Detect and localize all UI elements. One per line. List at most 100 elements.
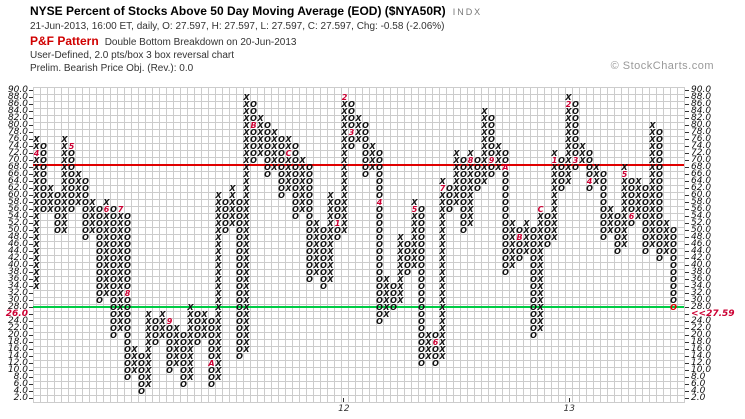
o-box: O: [502, 239, 509, 249]
o-box: O: [656, 190, 663, 200]
x-box: X: [397, 274, 404, 284]
o-box: O: [418, 225, 425, 235]
o-box: O: [600, 232, 607, 242]
x-box: X: [257, 134, 264, 144]
x-box: X: [481, 162, 488, 172]
x-box: X: [243, 302, 250, 312]
y-tick-right: [685, 97, 689, 98]
o-box: O: [124, 225, 131, 235]
o-box: O: [670, 260, 677, 270]
y-axis-label-left: 72.0: [7, 148, 28, 158]
x-box: X: [439, 260, 446, 270]
o-box: O: [124, 351, 131, 361]
x-box: X: [341, 218, 348, 228]
x-box: X: [537, 302, 544, 312]
o-box: O: [418, 323, 425, 333]
x-box: X: [285, 162, 292, 172]
o-box: O: [306, 183, 313, 193]
o-box: O: [306, 239, 313, 249]
x-box: X: [89, 204, 96, 214]
x-box: X: [117, 232, 124, 242]
x-box: X: [243, 323, 250, 333]
o-box: O: [558, 176, 565, 186]
y-tick-left: [29, 132, 33, 133]
y-axis-label-left: 24.0: [7, 316, 28, 326]
x-box: X: [369, 162, 376, 172]
x-box: X: [397, 232, 404, 242]
x-box: X: [565, 113, 572, 123]
x-box: X: [621, 239, 628, 249]
x-box: X: [411, 246, 418, 256]
x-box: X: [33, 260, 40, 270]
x-box: X: [537, 260, 544, 270]
o-box: O: [222, 211, 229, 221]
o-box: O: [376, 218, 383, 228]
o-box: O: [348, 106, 355, 116]
o-box: O: [348, 120, 355, 130]
x-box: X: [215, 239, 222, 249]
resistance-line: [33, 164, 684, 166]
y-axis-label-right: 90.0: [691, 85, 712, 95]
o-box: O: [502, 148, 509, 158]
y-axis-label-left: 2.0: [13, 393, 28, 403]
x-box: X: [621, 218, 628, 228]
x-box: X: [215, 358, 222, 368]
o-box: O: [180, 344, 187, 354]
o-box: O: [376, 183, 383, 193]
x-box: X: [439, 239, 446, 249]
y-axis-label-left: 12.0: [7, 358, 28, 368]
o-box: O: [278, 162, 285, 172]
y-axis-label-left: 20.0: [7, 330, 28, 340]
x-box: X: [635, 190, 642, 200]
x-box: X: [649, 190, 656, 200]
y-axis-label-left: 28.0: [7, 302, 28, 312]
o-box: O: [614, 218, 621, 228]
x-box: X: [481, 176, 488, 186]
o-box: O: [418, 358, 425, 368]
o-box: O: [670, 281, 677, 291]
x-box: X: [439, 330, 446, 340]
x-box: X: [411, 211, 418, 221]
o-box: O: [124, 232, 131, 242]
y-axis-label-right: 64.0: [691, 176, 712, 186]
o-box: O: [54, 225, 61, 235]
x-box: X: [397, 260, 404, 270]
o-box: O: [376, 148, 383, 158]
o-box: O: [264, 169, 271, 179]
x-box: X: [61, 155, 68, 165]
x-box: X: [341, 204, 348, 214]
x-box: X: [33, 274, 40, 284]
y-tick-left: [29, 398, 33, 399]
y-axis-label-right: 34.0: [691, 281, 712, 291]
o-box: O: [572, 113, 579, 123]
y-tick-right: [685, 209, 689, 210]
o-box: O: [376, 246, 383, 256]
o-box: O: [306, 218, 313, 228]
x-box: X: [145, 372, 152, 382]
o-box: O: [432, 351, 439, 361]
month-marker-A: A: [502, 162, 509, 172]
o-box: O: [40, 148, 47, 158]
o-box: O: [124, 267, 131, 277]
x-box: X: [243, 267, 250, 277]
o-box: O: [96, 239, 103, 249]
x-box: X: [243, 127, 250, 137]
x-box: X: [621, 225, 628, 235]
x-box: X: [117, 211, 124, 221]
x-box: X: [341, 225, 348, 235]
y-axis-label-left: 8.0: [13, 372, 28, 382]
x-box: X: [117, 225, 124, 235]
o-box: O: [320, 281, 327, 291]
year-label: 13: [563, 404, 575, 414]
y-tick-left: [29, 195, 33, 196]
month-marker-4: 4: [586, 176, 593, 186]
x-box: X: [299, 183, 306, 193]
y-axis-label-right: 20.0: [691, 330, 712, 340]
o-box: O: [600, 190, 607, 200]
x-box: X: [663, 246, 670, 256]
o-box: O: [124, 281, 131, 291]
x-box: X: [481, 155, 488, 165]
o-box: O: [264, 162, 271, 172]
o-box: O: [418, 267, 425, 277]
x-box: X: [663, 218, 670, 228]
